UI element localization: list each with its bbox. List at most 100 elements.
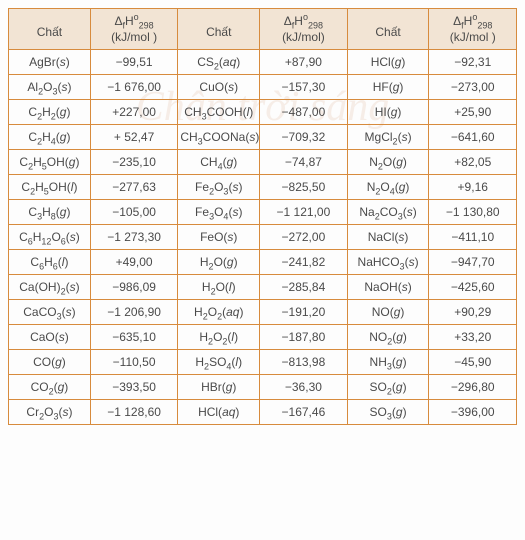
substance-cell: C2H5OH(l) xyxy=(9,175,91,200)
value-cell: + 52,47 xyxy=(90,125,177,150)
substance-cell: N2O(g) xyxy=(347,150,429,175)
substance-cell: H2O2(aq) xyxy=(178,300,260,325)
value-cell: −187,80 xyxy=(260,325,347,350)
substance-cell: CaO(s) xyxy=(9,325,91,350)
substance-cell: C3H8(g) xyxy=(9,200,91,225)
value-cell: +25,90 xyxy=(429,100,517,125)
value-cell: −241,82 xyxy=(260,250,347,275)
value-cell: −235,10 xyxy=(90,150,177,175)
substance-cell: C2H5OH(g) xyxy=(9,150,91,175)
table-row: CaCO3(s)−1 206,90H2O2(aq)−191,20NO(g)+90… xyxy=(9,300,517,325)
value-cell: −396,00 xyxy=(429,400,517,425)
value-cell: −1 676,00 xyxy=(90,75,177,100)
value-cell: −110,50 xyxy=(90,350,177,375)
substance-cell: H2SO4(l) xyxy=(178,350,260,375)
substance-cell: NaHCO3(s) xyxy=(347,250,429,275)
substance-cell: H2O2(l) xyxy=(178,325,260,350)
substance-cell: HBr(g) xyxy=(178,375,260,400)
substance-cell: CO2(g) xyxy=(9,375,91,400)
table-row: C2H2(g)+227,00CH3COOH(l)−487,00HI(g)+25,… xyxy=(9,100,517,125)
header-enthalpy-2-unit: (kJ/mol) xyxy=(260,28,347,50)
value-cell: +227,00 xyxy=(90,100,177,125)
header-enthalpy-1-top: ΔfHo298 xyxy=(90,9,177,29)
substance-cell: CO(g) xyxy=(9,350,91,375)
table-row: Ca(OH)2(s)−986,09H2O(l)−285,84NaOH(s)−42… xyxy=(9,275,517,300)
table-row: CO(g)−110,50H2SO4(l)−813,98NH3(g)−45,90 xyxy=(9,350,517,375)
substance-cell: CH4(g) xyxy=(178,150,260,175)
substance-cell: NO(g) xyxy=(347,300,429,325)
value-cell: −92,31 xyxy=(429,50,517,75)
table-row: AgBr(s)−99,51CS2(aq)+87,90HCl(g)−92,31 xyxy=(9,50,517,75)
table-row: C2H5OH(l)−277,63Fe2O3(s)−825,50N2O4(g)+9… xyxy=(9,175,517,200)
substance-cell: NH3(g) xyxy=(347,350,429,375)
table-row: Al2O3(s)−1 676,00CuO(s)−157,30HF(g)−273,… xyxy=(9,75,517,100)
substance-cell: Na2CO3(s) xyxy=(347,200,429,225)
value-cell: −1 121,00 xyxy=(260,200,347,225)
table-row: Cr2O3(s)−1 128,60HCl(aq)−167,46SO3(g)−39… xyxy=(9,400,517,425)
value-cell: +90,29 xyxy=(429,300,517,325)
value-cell: −105,00 xyxy=(90,200,177,225)
table-row: CO2(g)−393,50HBr(g)−36,30SO2(g)−296,80 xyxy=(9,375,517,400)
substance-cell: FeO(s) xyxy=(178,225,260,250)
value-cell: −635,10 xyxy=(90,325,177,350)
value-cell: −641,60 xyxy=(429,125,517,150)
substance-cell: HF(g) xyxy=(347,75,429,100)
value-cell: −1 273,30 xyxy=(90,225,177,250)
substance-cell: N2O4(g) xyxy=(347,175,429,200)
value-cell: +82,05 xyxy=(429,150,517,175)
value-cell: −947,70 xyxy=(429,250,517,275)
table-header: Chất ΔfHo298 Chất ΔfHo298 Chất ΔfHo298 (… xyxy=(9,9,517,50)
value-cell: +9,16 xyxy=(429,175,517,200)
substance-cell: NO2(g) xyxy=(347,325,429,350)
substance-cell: MgCl2(s) xyxy=(347,125,429,150)
value-cell: −167,46 xyxy=(260,400,347,425)
substance-cell: HCl(aq) xyxy=(178,400,260,425)
value-cell: −74,87 xyxy=(260,150,347,175)
header-substance-3: Chất xyxy=(347,9,429,50)
header-substance-2: Chất xyxy=(178,9,260,50)
value-cell: −1 130,80 xyxy=(429,200,517,225)
substance-cell: HI(g) xyxy=(347,100,429,125)
table-row: C6H12O6(s)−1 273,30FeO(s)−272,00NaCl(s)−… xyxy=(9,225,517,250)
substance-cell: HCl(g) xyxy=(347,50,429,75)
substance-cell: SO3(g) xyxy=(347,400,429,425)
value-cell: −425,60 xyxy=(429,275,517,300)
value-cell: −285,84 xyxy=(260,275,347,300)
table-row: C2H4(g)+ 52,47CH3COONa(s)−709,32MgCl2(s)… xyxy=(9,125,517,150)
substance-cell: CH3COONa(s) xyxy=(178,125,260,150)
substance-cell: Al2O3(s) xyxy=(9,75,91,100)
substance-cell: NaCl(s) xyxy=(347,225,429,250)
substance-cell: Cr2O3(s) xyxy=(9,400,91,425)
value-cell: +33,20 xyxy=(429,325,517,350)
substance-cell: C6H6(l) xyxy=(9,250,91,275)
value-cell: −36,30 xyxy=(260,375,347,400)
substance-cell: C6H12O6(s) xyxy=(9,225,91,250)
value-cell: −45,90 xyxy=(429,350,517,375)
substance-cell: CH3COOH(l) xyxy=(178,100,260,125)
value-cell: −1 206,90 xyxy=(90,300,177,325)
value-cell: −272,00 xyxy=(260,225,347,250)
value-cell: −813,98 xyxy=(260,350,347,375)
substance-cell: NaOH(s) xyxy=(347,275,429,300)
substance-cell: H2O(l) xyxy=(178,275,260,300)
substance-cell: Fe2O3(s) xyxy=(178,175,260,200)
value-cell: −986,09 xyxy=(90,275,177,300)
substance-cell: Fe3O4(s) xyxy=(178,200,260,225)
substance-cell: AgBr(s) xyxy=(9,50,91,75)
enthalpy-table: Chất ΔfHo298 Chất ΔfHo298 Chất ΔfHo298 (… xyxy=(8,8,517,425)
table-row: C6H6(l)+49,00H2O(g)−241,82NaHCO3(s)−947,… xyxy=(9,250,517,275)
table-row: C3H8(g)−105,00Fe3O4(s)−1 121,00Na2CO3(s)… xyxy=(9,200,517,225)
value-cell: −191,20 xyxy=(260,300,347,325)
header-enthalpy-2-top: ΔfHo298 xyxy=(260,9,347,29)
header-enthalpy-3-top: ΔfHo298 xyxy=(429,9,517,29)
table-row: C2H5OH(g)−235,10CH4(g)−74,87N2O(g)+82,05 xyxy=(9,150,517,175)
header-enthalpy-1-unit: (kJ/mol ) xyxy=(90,28,177,50)
value-cell: −825,50 xyxy=(260,175,347,200)
substance-cell: SO2(g) xyxy=(347,375,429,400)
value-cell: −277,63 xyxy=(90,175,177,200)
header-enthalpy-3-unit: (kJ/mol ) xyxy=(429,28,517,50)
substance-cell: Ca(OH)2(s) xyxy=(9,275,91,300)
table-row: CaO(s)−635,10H2O2(l)−187,80NO2(g)+33,20 xyxy=(9,325,517,350)
value-cell: −393,50 xyxy=(90,375,177,400)
value-cell: −487,00 xyxy=(260,100,347,125)
